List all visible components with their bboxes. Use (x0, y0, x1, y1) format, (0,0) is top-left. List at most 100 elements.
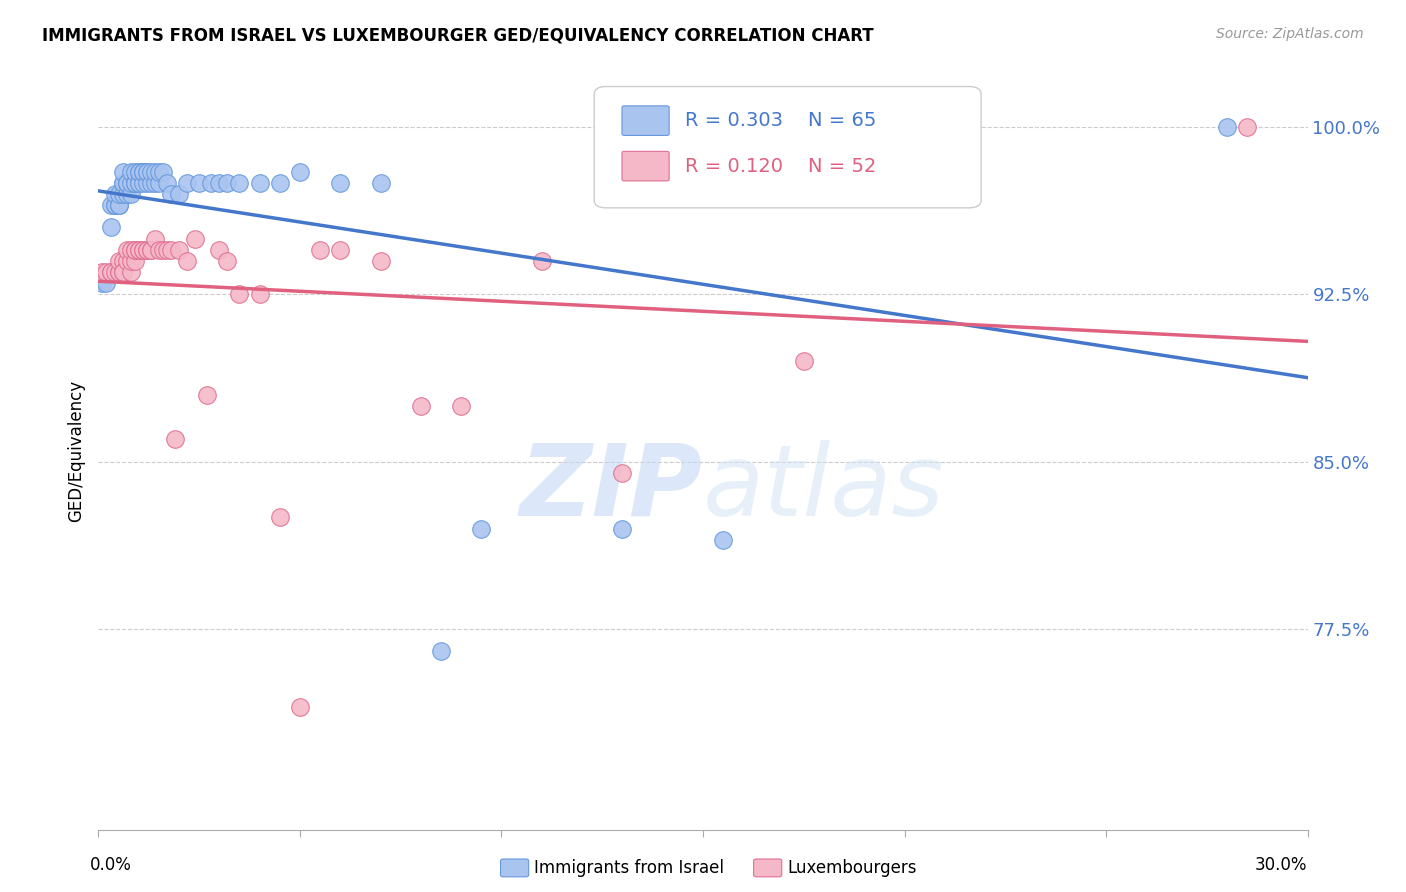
Text: R = 0.303    N = 65: R = 0.303 N = 65 (685, 112, 876, 130)
Point (103, 186, 125, 201)
Point (148, 164, 170, 178)
Point (329, 176, 352, 190)
Point (135, 164, 157, 178)
Point (111, 265, 134, 279)
Point (115, 176, 138, 190)
Point (309, 243, 332, 257)
Point (124, 176, 146, 190)
Point (152, 164, 174, 178)
Point (120, 253, 142, 268)
Point (249, 176, 271, 190)
Point (132, 176, 155, 190)
Point (107, 198, 129, 212)
Point (208, 176, 231, 190)
Point (176, 176, 198, 190)
Point (139, 243, 162, 257)
Point (135, 243, 157, 257)
Point (163, 432, 186, 446)
Point (228, 176, 250, 190)
Point (103, 265, 125, 279)
Point (132, 164, 155, 178)
Point (132, 164, 155, 178)
FancyBboxPatch shape (621, 106, 669, 136)
Point (128, 164, 150, 178)
Y-axis label: GED/Equivalency: GED/Equivalency (67, 379, 86, 522)
Point (135, 164, 157, 178)
Point (103, 198, 125, 212)
Point (409, 399, 432, 413)
Point (711, 533, 734, 547)
Point (111, 176, 134, 190)
Point (124, 243, 146, 257)
Point (100, 265, 122, 279)
Point (143, 231, 166, 245)
Point (612, 521, 634, 535)
Point (124, 253, 146, 268)
Point (148, 243, 170, 257)
Point (100, 265, 122, 279)
Point (107, 198, 129, 212)
Point (135, 243, 157, 257)
Point (111, 186, 134, 201)
Point (139, 243, 162, 257)
Point (200, 176, 222, 190)
Point (120, 243, 142, 257)
Point (139, 176, 162, 190)
Point (1236, 120, 1258, 134)
Point (128, 243, 150, 257)
Point (111, 164, 134, 178)
Point (111, 176, 134, 190)
Text: IMMIGRANTS FROM ISRAEL VS LUXEMBOURGER GED/EQUIVALENCY CORRELATION CHART: IMMIGRANTS FROM ISRAEL VS LUXEMBOURGER G… (42, 27, 873, 45)
Point (132, 243, 155, 257)
Point (873, 176, 896, 190)
Point (195, 387, 218, 401)
Point (143, 164, 166, 178)
Point (107, 265, 129, 279)
Point (128, 243, 150, 257)
Point (120, 186, 142, 201)
Text: 30.0%: 30.0% (1256, 856, 1308, 874)
Point (208, 243, 231, 257)
Point (91, 265, 114, 279)
Point (156, 243, 179, 257)
Point (1216, 120, 1239, 134)
Point (188, 176, 211, 190)
FancyBboxPatch shape (621, 152, 669, 181)
Point (103, 198, 125, 212)
Point (124, 243, 146, 257)
Point (228, 287, 250, 301)
Point (450, 399, 472, 413)
Point (167, 186, 190, 201)
Point (115, 243, 138, 257)
Point (115, 176, 138, 190)
Point (530, 253, 553, 268)
Point (156, 176, 179, 190)
Point (107, 253, 129, 268)
Point (124, 176, 146, 190)
Point (96, 265, 118, 279)
Point (120, 176, 142, 190)
Point (152, 243, 174, 257)
Point (184, 231, 207, 245)
Text: Source: ZipAtlas.com: Source: ZipAtlas.com (1216, 27, 1364, 41)
Text: Immigrants from Israel: Immigrants from Israel (534, 859, 724, 877)
Point (115, 253, 138, 268)
Point (176, 253, 198, 268)
Point (107, 198, 129, 212)
Point (139, 164, 162, 178)
Text: ZIP: ZIP (520, 440, 703, 537)
Point (217, 176, 239, 190)
Point (612, 466, 634, 480)
Point (124, 176, 146, 190)
Point (370, 176, 392, 190)
Point (148, 176, 170, 190)
Point (128, 164, 150, 178)
Text: Luxembourgers: Luxembourgers (787, 859, 917, 877)
FancyBboxPatch shape (595, 87, 981, 208)
Point (470, 521, 492, 535)
Point (793, 354, 815, 368)
Point (91, 276, 114, 290)
Point (370, 253, 392, 268)
Point (111, 253, 134, 268)
Point (100, 198, 122, 212)
